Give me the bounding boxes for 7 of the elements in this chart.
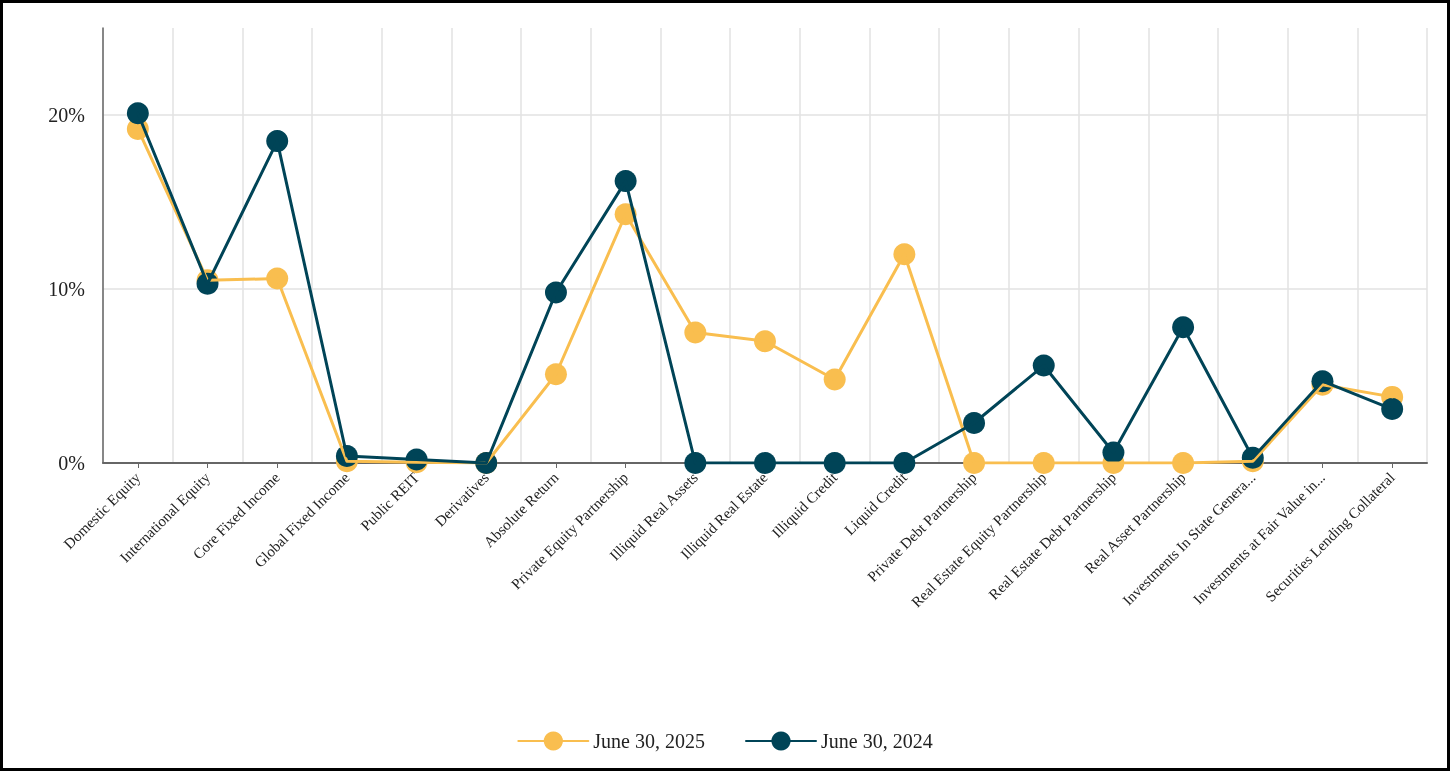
legend-label: June 30, 2024 bbox=[821, 730, 933, 752]
y-tick-label: 0% bbox=[58, 452, 85, 474]
y-tick-label: 20% bbox=[48, 104, 85, 126]
y-tick-label: 10% bbox=[48, 278, 85, 300]
point bbox=[1381, 398, 1404, 421]
point bbox=[126, 102, 149, 125]
legend-label: June 30, 2025 bbox=[593, 730, 706, 752]
